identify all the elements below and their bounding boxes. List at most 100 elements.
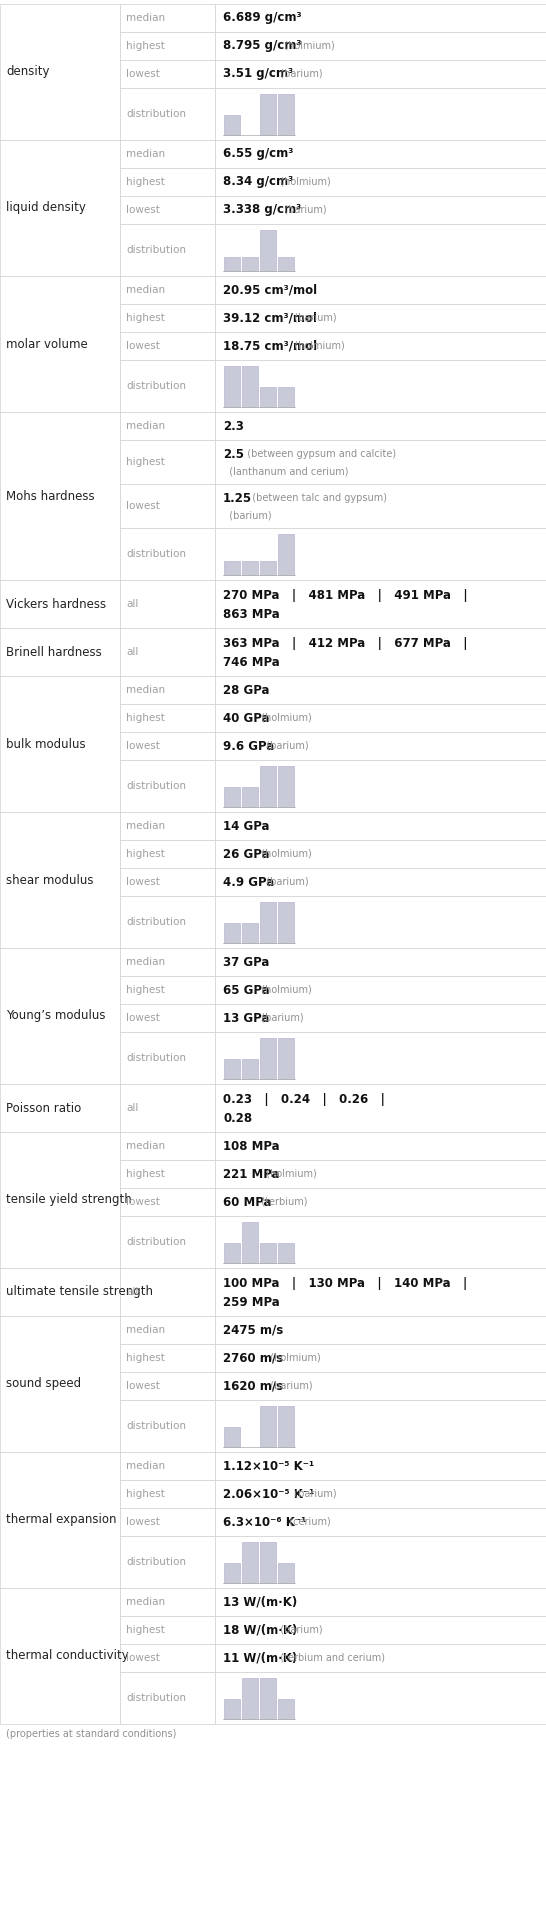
Text: (barium): (barium)	[274, 69, 322, 79]
Bar	[215, 1131, 546, 1160]
Bar	[120, 168, 215, 197]
Text: 18 W/(m·K): 18 W/(m·K)	[223, 1624, 298, 1636]
Bar	[224, 1698, 240, 1719]
Bar	[120, 1644, 215, 1673]
Text: (barium): (barium)	[274, 1624, 322, 1634]
Text: distribution: distribution	[126, 1557, 186, 1567]
Text: lowest: lowest	[126, 341, 160, 351]
Text: 2.3: 2.3	[223, 420, 244, 432]
Text: distribution: distribution	[126, 917, 186, 927]
Bar	[215, 1033, 546, 1085]
Bar	[215, 628, 546, 676]
Bar	[120, 896, 215, 948]
Bar	[215, 1453, 546, 1480]
Bar	[120, 4, 215, 33]
Bar	[215, 1644, 546, 1673]
Text: 11 W/(m·K): 11 W/(m·K)	[223, 1651, 297, 1665]
Text: median: median	[126, 958, 165, 967]
Text: 0.23   |   0.24   |   0.26   |: 0.23 | 0.24 | 0.26 |	[223, 1093, 385, 1106]
Text: 37 GPa: 37 GPa	[223, 956, 269, 969]
Text: 39.12 cm³/mol: 39.12 cm³/mol	[223, 312, 317, 324]
Bar	[120, 1372, 215, 1401]
Bar	[260, 1039, 276, 1079]
Text: distribution: distribution	[126, 549, 186, 559]
Text: highest: highest	[126, 1170, 165, 1179]
Bar	[120, 412, 215, 439]
Bar	[120, 89, 215, 141]
Text: (barium): (barium)	[255, 1014, 304, 1023]
Bar	[224, 1426, 240, 1447]
Bar	[215, 840, 546, 867]
Text: all: all	[126, 1287, 138, 1297]
Text: 100 MPa   |   130 MPa   |   140 MPa   |: 100 MPa | 130 MPa | 140 MPa |	[223, 1278, 467, 1291]
Bar	[0, 580, 120, 628]
Text: Poisson ratio: Poisson ratio	[6, 1102, 81, 1114]
Bar	[215, 1268, 546, 1316]
Bar	[260, 1243, 276, 1262]
Bar	[120, 628, 215, 676]
Text: lowest: lowest	[126, 204, 160, 216]
Text: lowest: lowest	[126, 742, 160, 752]
Text: all: all	[126, 647, 138, 657]
Bar	[120, 1160, 215, 1189]
Text: highest: highest	[126, 850, 165, 859]
Text: Vickers hardness: Vickers hardness	[6, 597, 106, 611]
Text: molar volume: molar volume	[6, 337, 88, 351]
Text: median: median	[126, 13, 165, 23]
Text: highest: highest	[126, 312, 165, 324]
Bar	[242, 1058, 258, 1079]
Text: (lanthanum and cerium): (lanthanum and cerium)	[223, 466, 348, 476]
Text: median: median	[126, 684, 165, 696]
Bar	[215, 1316, 546, 1343]
Bar	[278, 1563, 294, 1582]
Bar	[242, 923, 258, 942]
Text: 2475 m/s: 2475 m/s	[223, 1324, 283, 1337]
Bar	[215, 224, 546, 276]
Bar	[215, 412, 546, 439]
Text: highest: highest	[126, 40, 165, 50]
Text: distribution: distribution	[126, 780, 186, 790]
Text: density: density	[6, 66, 50, 79]
Text: 14 GPa: 14 GPa	[223, 819, 270, 832]
Text: 28 GPa: 28 GPa	[223, 684, 270, 696]
Bar	[215, 811, 546, 840]
Text: highest: highest	[126, 713, 165, 723]
Text: Brinell hardness: Brinell hardness	[6, 646, 102, 659]
Text: lowest: lowest	[126, 501, 160, 511]
Text: 270 MPa   |   481 MPa   |   491 MPa   |: 270 MPa | 481 MPa | 491 MPa |	[223, 590, 467, 603]
Bar	[224, 1058, 240, 1079]
Text: sound speed: sound speed	[6, 1378, 81, 1391]
Bar	[215, 948, 546, 975]
Bar	[120, 484, 215, 528]
Bar	[215, 896, 546, 948]
Bar	[120, 1509, 215, 1536]
Bar	[224, 561, 240, 574]
Bar	[260, 94, 276, 135]
Bar	[120, 1216, 215, 1268]
Bar	[215, 676, 546, 703]
Text: (holmium): (holmium)	[255, 713, 312, 723]
Bar	[120, 1268, 215, 1316]
Text: Mohs hardness: Mohs hardness	[6, 489, 94, 503]
Text: (barium): (barium)	[223, 511, 271, 520]
Text: 26 GPa: 26 GPa	[223, 848, 270, 861]
Bar	[120, 580, 215, 628]
Text: (barium): (barium)	[264, 1382, 313, 1391]
Bar	[242, 1222, 258, 1262]
Text: median: median	[126, 821, 165, 831]
Bar	[120, 1316, 215, 1343]
Text: median: median	[126, 1597, 165, 1607]
Bar	[215, 580, 546, 628]
Bar	[260, 1678, 276, 1719]
Text: 18.75 cm³/mol: 18.75 cm³/mol	[223, 339, 317, 353]
Bar	[224, 1563, 240, 1582]
Bar	[0, 676, 120, 811]
Bar	[120, 1004, 215, 1033]
Bar	[278, 902, 294, 942]
Text: (terbium): (terbium)	[255, 1197, 307, 1206]
Bar	[215, 1372, 546, 1401]
Bar	[120, 304, 215, 331]
Text: (cerium): (cerium)	[283, 1517, 331, 1526]
Text: liquid density: liquid density	[6, 202, 86, 214]
Bar	[215, 141, 546, 168]
